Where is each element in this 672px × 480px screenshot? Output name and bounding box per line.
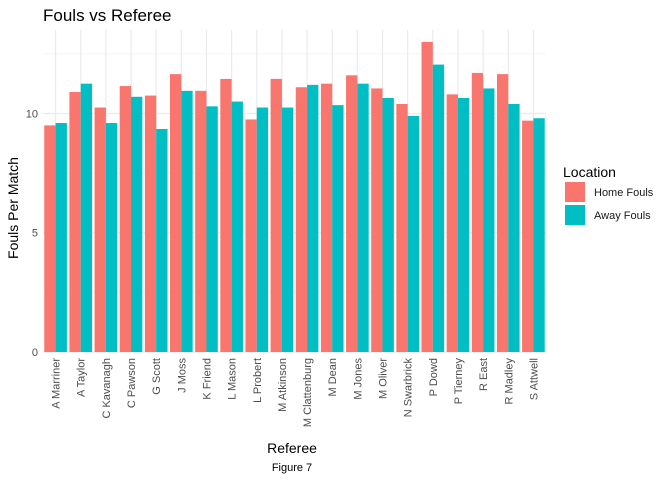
x-axis-ticks: A Marriner A Taylor C Kavanagh C Pawson G Sc… xyxy=(51,358,541,428)
x-tick-label: L Mason xyxy=(227,358,239,400)
bar-away xyxy=(181,90,193,353)
bar-home xyxy=(371,88,383,352)
legend-label-away: Away Fouls xyxy=(594,210,651,222)
bar-away xyxy=(131,96,143,352)
x-tick-label: C Kavanagh xyxy=(101,358,113,419)
x-tick-label: R Madley xyxy=(503,358,515,405)
bar-away xyxy=(483,88,495,352)
grid xyxy=(43,30,546,353)
bar-home xyxy=(295,87,308,352)
legend-key-home xyxy=(565,182,585,202)
legend-title: Location xyxy=(563,164,616,180)
bar-home xyxy=(44,125,56,352)
bar-home xyxy=(94,107,106,352)
bar-away xyxy=(105,123,118,353)
bar-home xyxy=(346,75,358,353)
bar-away xyxy=(80,83,93,353)
x-tick-label: R East xyxy=(478,358,490,391)
x-tick-label: M Clattenburg xyxy=(302,358,314,427)
x-tick-label: M Atkinson xyxy=(277,358,289,412)
x-tick-label: A Taylor xyxy=(76,358,88,397)
legend: Location Home Fouls Away Fouls xyxy=(563,164,654,225)
bar-home xyxy=(220,78,232,352)
x-tick-label: M Jones xyxy=(352,358,364,400)
bar-away xyxy=(156,128,168,352)
bar-away xyxy=(457,97,470,352)
x-tick-label: C Pawson xyxy=(126,358,138,408)
legend-label-home: Home Fouls xyxy=(594,187,654,199)
bar-home xyxy=(170,74,182,353)
bar-away xyxy=(307,84,319,353)
figure-caption: Figure 7 xyxy=(272,462,312,474)
chart-title: Fouls vs Referee xyxy=(43,6,172,25)
bar-away xyxy=(508,103,520,353)
bar-away xyxy=(55,123,67,353)
y-tick-label: 0 xyxy=(32,347,38,359)
bar-home xyxy=(195,90,207,353)
bar-away xyxy=(332,105,344,352)
bar-away xyxy=(256,107,269,352)
bar-away xyxy=(357,83,369,353)
x-tick-label: L Probert xyxy=(252,358,264,403)
y-tick-label: 10 xyxy=(26,108,38,120)
bar-home xyxy=(119,86,132,352)
bar-away xyxy=(231,101,243,352)
bar-away xyxy=(407,115,419,352)
bar-home xyxy=(270,78,282,352)
bar-home xyxy=(320,83,333,353)
x-tick-label: N Swarbrick xyxy=(403,358,415,418)
bar-home xyxy=(446,94,458,353)
x-tick-label: J Moss xyxy=(176,358,188,393)
x-tick-label: K Friend xyxy=(201,358,213,400)
x-tick-label: G Scott xyxy=(151,358,163,395)
x-tick-label: P Dowd xyxy=(428,358,440,396)
x-tick-label: S Attwell xyxy=(528,358,540,400)
x-tick-label: M Oliver xyxy=(378,358,390,399)
x-tick-label: P Tierney xyxy=(453,358,465,405)
bar-home xyxy=(471,72,484,352)
bar-home xyxy=(144,95,157,352)
bar-home xyxy=(396,103,408,353)
x-tick-label: M Dean xyxy=(327,358,339,397)
bar-home xyxy=(421,41,433,352)
bar-home xyxy=(522,120,534,352)
legend-key-away xyxy=(565,205,585,225)
bar-away xyxy=(533,118,545,352)
y-axis-ticks: 0 5 10 xyxy=(26,108,38,359)
x-axis-title: Referee xyxy=(267,440,317,456)
bar-away xyxy=(382,97,394,352)
bar-away xyxy=(281,107,294,352)
y-axis-title: Fouls Per Match xyxy=(5,157,21,259)
y-tick-label: 5 xyxy=(32,228,38,240)
x-tick-label: A Marriner xyxy=(51,358,63,409)
bar-away xyxy=(432,64,445,353)
bar-home xyxy=(245,119,257,352)
bar-home xyxy=(496,74,509,353)
bar-away xyxy=(206,106,218,352)
bars xyxy=(44,41,545,353)
bar-home xyxy=(69,92,81,352)
